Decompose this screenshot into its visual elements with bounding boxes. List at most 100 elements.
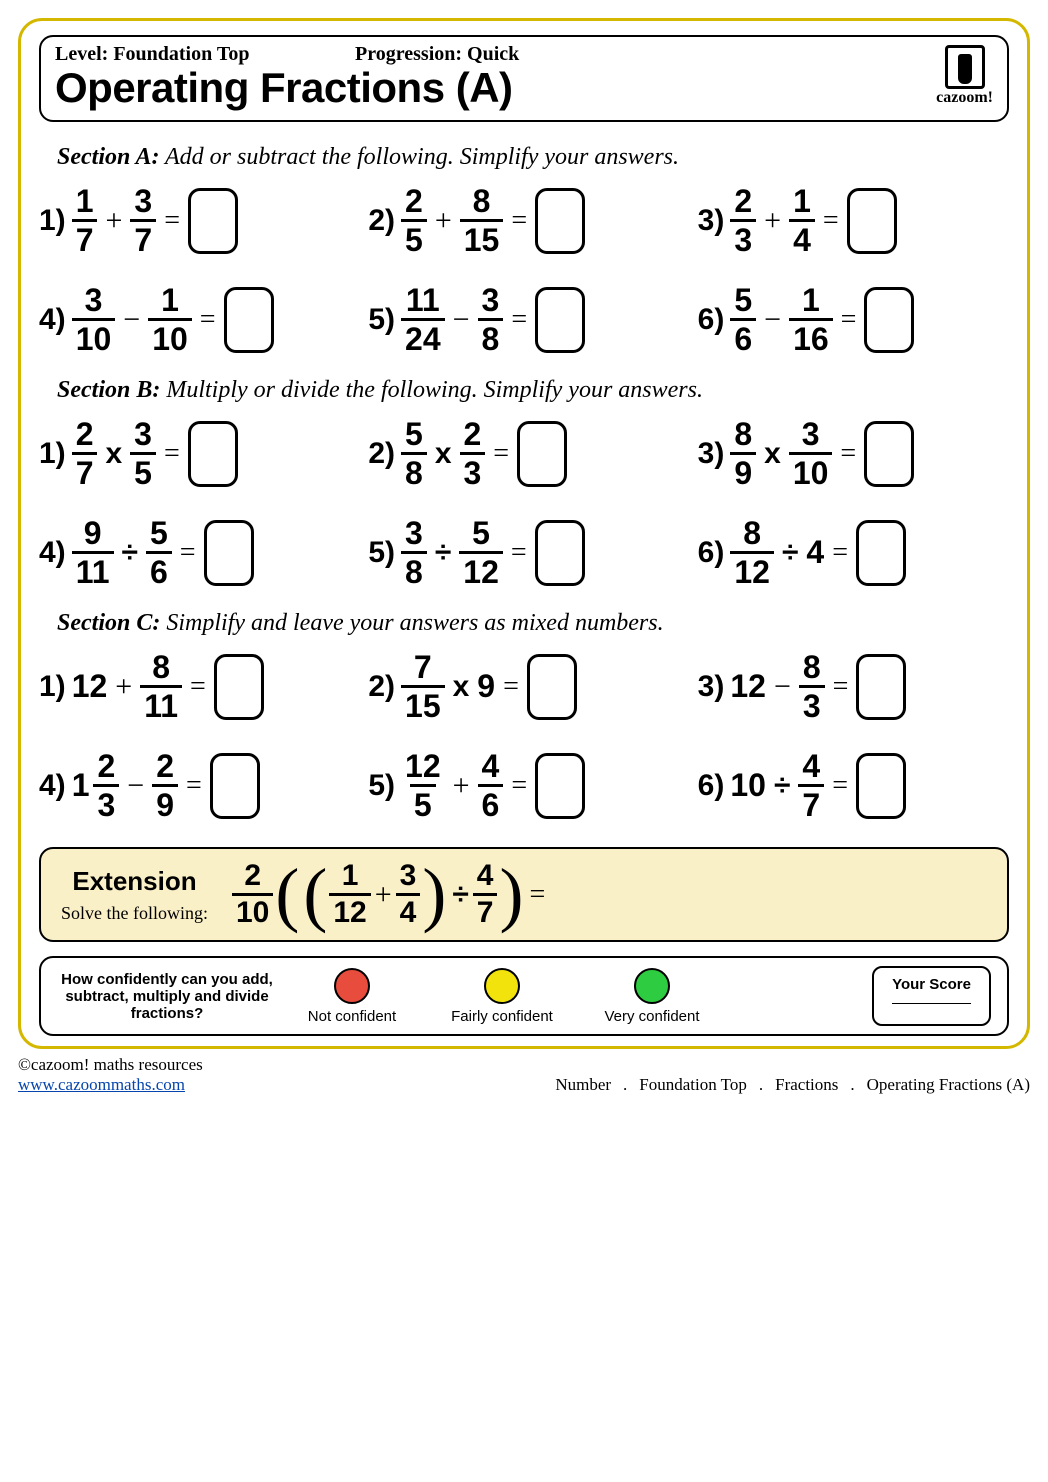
logo-icon	[945, 45, 985, 89]
operator: ÷	[431, 536, 455, 570]
confidence-option[interactable]: Not confident	[277, 968, 427, 1025]
answer-box[interactable]	[856, 520, 906, 586]
problem: 2) 715 x 9 =	[368, 651, 679, 722]
fraction: 29	[152, 750, 178, 821]
answer-box[interactable]	[847, 188, 897, 254]
worksheet-title: Operating Fractions (A)	[55, 64, 993, 112]
fraction: 23	[93, 750, 119, 821]
problem-number: 6)	[698, 303, 725, 337]
answer-box[interactable]	[856, 753, 906, 819]
problem-number: 2)	[368, 204, 395, 238]
problem-number: 5)	[368, 536, 395, 570]
problem-number: 3)	[698, 670, 725, 704]
confidence-label: Not confident	[277, 1008, 427, 1025]
fraction: 310	[72, 284, 116, 355]
operator: x	[431, 437, 456, 471]
fraction: 23	[460, 418, 486, 489]
score-box[interactable]: Your Score	[872, 966, 991, 1026]
equals: =	[182, 770, 206, 802]
equals: =	[196, 304, 220, 336]
answer-box[interactable]	[535, 753, 585, 819]
answer-box[interactable]	[535, 520, 585, 586]
problem: 6) 56 − 116 =	[698, 284, 1009, 355]
equals: =	[828, 537, 852, 569]
confidence-option[interactable]: Fairly confident	[427, 968, 577, 1025]
footer-url[interactable]: www.cazoommaths.com	[18, 1075, 185, 1094]
answer-box[interactable]	[188, 421, 238, 487]
answer-box[interactable]	[535, 287, 585, 353]
level-value: Foundation Top	[113, 43, 249, 65]
operator: −	[760, 303, 785, 337]
answer-box[interactable]	[864, 287, 914, 353]
confidence-option[interactable]: Very confident	[577, 968, 727, 1025]
answer-box[interactable]	[210, 753, 260, 819]
paren-close: )	[497, 873, 525, 916]
equals: =	[507, 537, 531, 569]
page-footer: ©cazoom! maths resources www.cazoommaths…	[18, 1055, 1030, 1095]
progression-value: Quick	[467, 43, 519, 65]
problem-number: 5)	[368, 303, 395, 337]
answer-box[interactable]	[535, 188, 585, 254]
section-A-grid: 1) 17 + 37 = 2) 25 + 815 = 3) 23 + 14 =	[39, 185, 1009, 355]
breadcrumb-item: Operating Fractions (A)	[867, 1075, 1030, 1095]
answer-box[interactable]	[224, 287, 274, 353]
confidence-dot	[484, 968, 520, 1004]
answer-box[interactable]	[856, 654, 906, 720]
problem: 3) 12 − 83 =	[698, 651, 1009, 722]
mixed-whole: 1	[72, 767, 90, 804]
equals: =	[507, 304, 531, 336]
paren-close-inner: )	[420, 873, 448, 916]
confidence-question: How confidently can you add, subtract, m…	[57, 971, 277, 1022]
answer-box[interactable]	[214, 654, 264, 720]
equals: =	[507, 770, 531, 802]
section-B-title: Section B: Multiply or divide the follow…	[57, 377, 1009, 404]
equals: =	[176, 537, 200, 569]
equals: =	[829, 671, 853, 703]
progression-label: Progression:	[355, 43, 462, 65]
confidence-box: How confidently can you add, subtract, m…	[39, 956, 1009, 1036]
answer-box[interactable]	[517, 421, 567, 487]
operator: +	[449, 769, 474, 803]
problem-number: 3)	[698, 437, 725, 471]
level-label: Level:	[55, 43, 108, 65]
extension-expression: 210 ( ( 112 + 34 ) ÷ 47 ) =	[232, 861, 549, 928]
fraction: 56	[730, 284, 756, 355]
operator: x	[760, 437, 785, 471]
problem-number: 4)	[39, 536, 66, 570]
integer: 9	[477, 668, 495, 705]
header-meta: Level: Foundation Top Progression: Quick	[55, 43, 993, 66]
problem-number: 3)	[698, 204, 725, 238]
operator: −	[119, 303, 144, 337]
problem: 1) 27 x 35 =	[39, 418, 350, 489]
brand-logo: cazoom!	[936, 45, 993, 107]
fraction: 37	[130, 185, 156, 256]
confidence-label: Very confident	[577, 1008, 727, 1025]
answer-box[interactable]	[188, 188, 238, 254]
problem-number: 6)	[698, 769, 725, 803]
operator: +	[431, 204, 456, 238]
equals: =	[160, 438, 184, 470]
problem: 5) 125 + 46 =	[368, 750, 679, 821]
fraction: 58	[401, 418, 427, 489]
problem: 3) 23 + 14 =	[698, 185, 1009, 256]
paren-open-inner: (	[301, 873, 329, 916]
fraction: 1124	[401, 284, 445, 355]
paren-open: (	[273, 873, 301, 916]
answer-box[interactable]	[864, 421, 914, 487]
problem: 3) 89 x 310 =	[698, 418, 1009, 489]
problem-number: 4)	[39, 303, 66, 337]
answer-box[interactable]	[527, 654, 577, 720]
operator: ÷	[770, 769, 794, 803]
problem-number: 2)	[368, 437, 395, 471]
operator: +	[101, 204, 126, 238]
answer-box[interactable]	[204, 520, 254, 586]
fraction: 512	[459, 517, 503, 588]
problem-number: 6)	[698, 536, 725, 570]
confidence-dot	[334, 968, 370, 1004]
integer: 10	[730, 767, 766, 804]
section-C-title: Section C: Simplify and leave your answe…	[57, 610, 1009, 637]
header-box: Level: Foundation Top Progression: Quick…	[39, 35, 1009, 122]
fraction: 310	[789, 418, 833, 489]
fraction: 14	[789, 185, 815, 256]
fraction: 35	[130, 418, 156, 489]
